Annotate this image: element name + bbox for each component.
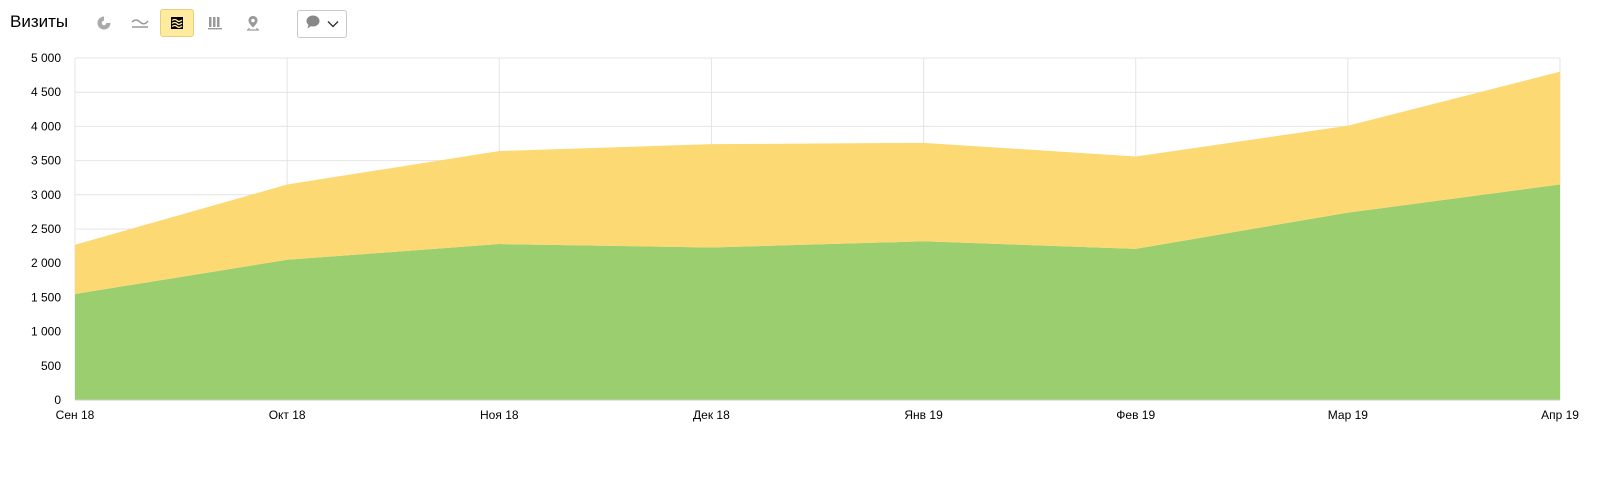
y-tick-label: 3 500 (31, 154, 61, 168)
x-tick-label: Окт 18 (269, 408, 306, 422)
stacked-area-icon (169, 15, 185, 31)
y-tick-label: 500 (41, 359, 61, 373)
y-tick-label: 1 000 (31, 325, 61, 339)
map-button[interactable] (236, 9, 270, 37)
chart-title: Визиты (10, 12, 69, 31)
annotations-dropdown[interactable] (297, 10, 347, 38)
x-tick-label: Дек 18 (693, 408, 730, 422)
comment-icon (305, 14, 321, 35)
pie-chart-button[interactable] (87, 9, 121, 37)
line-chart-button[interactable] (123, 9, 157, 37)
area-series-2 (75, 71, 1560, 294)
x-tick-label: Фев 19 (1116, 408, 1155, 422)
y-tick-label: 1 500 (31, 290, 61, 304)
stacked-area-button[interactable] (160, 9, 194, 37)
bar-chart-button[interactable] (198, 9, 232, 37)
chart-toolbar: Визиты (0, 0, 1617, 48)
x-tick-label: Апр 19 (1541, 408, 1579, 422)
x-tick-label: Сен 18 (56, 408, 95, 422)
y-tick-label: 4 500 (31, 85, 61, 99)
chevron-down-icon (327, 15, 339, 33)
pie-chart-icon (96, 15, 112, 31)
y-tick-label: 5 000 (31, 51, 61, 65)
y-tick-label: 2 000 (31, 256, 61, 270)
y-tick-label: 2 500 (31, 222, 61, 236)
line-chart-icon (131, 16, 149, 30)
area-series-1 (75, 184, 1560, 400)
y-tick-label: 3 000 (31, 188, 61, 202)
x-tick-label: Янв 19 (904, 408, 943, 422)
x-tick-label: Ноя 18 (480, 408, 519, 422)
stacked-area-chart: 0 500 1 000 1 500 2 000 2 500 3 000 3 500 4 000 4… (31, 51, 1579, 422)
y-tick-label: 0 (54, 393, 61, 407)
y-tick-label: 4 000 (31, 119, 61, 133)
bar-chart-icon (207, 15, 223, 31)
x-tick-label: Мар 19 (1328, 408, 1368, 422)
map-pin-icon (245, 15, 261, 31)
